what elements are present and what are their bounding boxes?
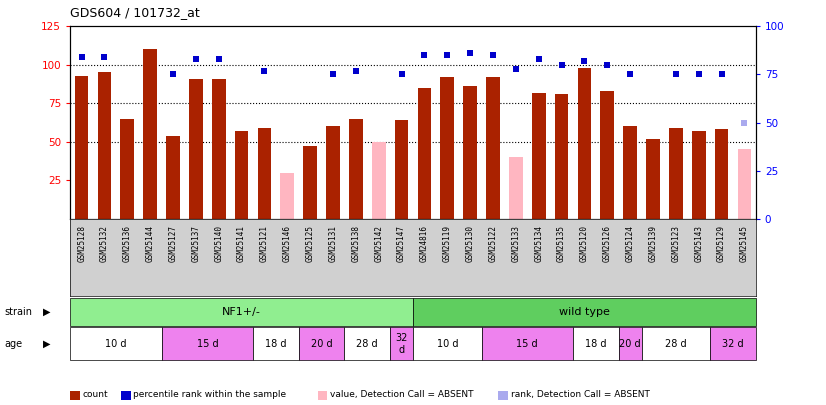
Text: count: count <box>83 390 108 399</box>
Bar <box>624 126 637 219</box>
Text: GSM25122: GSM25122 <box>488 225 497 262</box>
Bar <box>344 327 390 360</box>
Bar <box>189 79 202 219</box>
Bar <box>509 157 523 219</box>
Text: GSM25135: GSM25135 <box>557 225 566 262</box>
Bar <box>349 119 363 219</box>
Bar <box>738 149 751 219</box>
Bar <box>70 298 413 326</box>
Text: GSM25134: GSM25134 <box>534 225 544 262</box>
Bar <box>413 298 756 326</box>
Text: GSM25142: GSM25142 <box>374 225 383 262</box>
Text: NF1+/-: NF1+/- <box>222 307 261 317</box>
Bar <box>669 128 682 219</box>
Bar <box>692 131 705 219</box>
Text: GSM25145: GSM25145 <box>740 225 749 262</box>
Text: GSM25119: GSM25119 <box>443 225 452 262</box>
Bar <box>440 77 454 219</box>
Text: GSM25130: GSM25130 <box>466 225 475 262</box>
Bar <box>121 119 134 219</box>
Bar <box>646 139 660 219</box>
Bar <box>144 49 157 219</box>
Text: age: age <box>4 339 22 349</box>
Text: GSM25140: GSM25140 <box>214 225 223 262</box>
Text: GSM25132: GSM25132 <box>100 225 109 262</box>
Text: 10 d: 10 d <box>105 339 126 349</box>
Bar <box>162 327 253 360</box>
Bar <box>97 72 112 219</box>
Bar <box>555 94 568 219</box>
Bar <box>299 327 344 360</box>
Text: GSM25143: GSM25143 <box>694 225 703 262</box>
Text: GSM25136: GSM25136 <box>123 225 132 262</box>
Text: 32 d: 32 d <box>722 339 743 349</box>
Bar <box>413 327 482 360</box>
Bar <box>601 91 614 219</box>
Text: GSM25126: GSM25126 <box>603 225 612 262</box>
Text: 15 d: 15 d <box>197 339 218 349</box>
Text: percentile rank within the sample: percentile rank within the sample <box>134 390 287 399</box>
Text: value, Detection Call = ABSENT: value, Detection Call = ABSENT <box>330 390 473 399</box>
Bar <box>395 120 408 219</box>
Text: GSM25127: GSM25127 <box>169 225 178 262</box>
Text: 18 d: 18 d <box>585 339 606 349</box>
Bar <box>70 327 162 360</box>
Text: GSM25125: GSM25125 <box>306 225 315 262</box>
Text: GSM25121: GSM25121 <box>260 225 269 262</box>
Bar <box>577 68 591 219</box>
Text: GSM25144: GSM25144 <box>145 225 154 262</box>
Bar <box>303 146 317 219</box>
Bar <box>166 136 180 219</box>
Text: GSM24816: GSM24816 <box>420 225 429 262</box>
Text: GSM25128: GSM25128 <box>77 225 86 262</box>
Text: 20 d: 20 d <box>311 339 332 349</box>
Bar <box>326 126 339 219</box>
Bar <box>487 77 500 219</box>
Bar <box>212 79 225 219</box>
Text: 28 d: 28 d <box>665 339 686 349</box>
Bar <box>714 130 729 219</box>
Text: GSM25120: GSM25120 <box>580 225 589 262</box>
Bar <box>281 173 294 219</box>
Text: ▶: ▶ <box>43 307 50 317</box>
Bar <box>418 88 431 219</box>
Text: wild type: wild type <box>559 307 610 317</box>
Bar <box>710 327 756 360</box>
Bar <box>390 327 413 360</box>
Text: strain: strain <box>4 307 32 317</box>
Bar <box>482 327 573 360</box>
Text: GSM25133: GSM25133 <box>511 225 520 262</box>
Bar <box>619 327 642 360</box>
Bar <box>253 327 299 360</box>
Text: 18 d: 18 d <box>265 339 287 349</box>
Text: 10 d: 10 d <box>436 339 458 349</box>
Text: GSM25131: GSM25131 <box>329 225 338 262</box>
Text: ▶: ▶ <box>43 339 50 349</box>
Text: 15 d: 15 d <box>516 339 538 349</box>
Text: GSM25137: GSM25137 <box>192 225 201 262</box>
Bar <box>642 327 710 360</box>
Bar <box>258 128 271 219</box>
Text: GSM25141: GSM25141 <box>237 225 246 262</box>
Bar <box>372 142 386 219</box>
Bar <box>463 86 477 219</box>
Bar <box>532 92 545 219</box>
Text: GSM25138: GSM25138 <box>351 225 360 262</box>
Bar <box>235 131 249 219</box>
Text: 20 d: 20 d <box>620 339 641 349</box>
Text: 32
d: 32 d <box>396 333 408 355</box>
Text: GSM25139: GSM25139 <box>648 225 657 262</box>
Text: GSM25147: GSM25147 <box>397 225 406 262</box>
Bar <box>573 327 619 360</box>
Text: rank, Detection Call = ABSENT: rank, Detection Call = ABSENT <box>510 390 650 399</box>
Bar <box>75 76 88 219</box>
Text: 28 d: 28 d <box>357 339 378 349</box>
Text: GSM25129: GSM25129 <box>717 225 726 262</box>
Text: GSM25124: GSM25124 <box>625 225 634 262</box>
Text: GDS604 / 101732_at: GDS604 / 101732_at <box>70 6 200 19</box>
Text: GSM25123: GSM25123 <box>672 225 681 262</box>
Text: GSM25146: GSM25146 <box>282 225 292 262</box>
